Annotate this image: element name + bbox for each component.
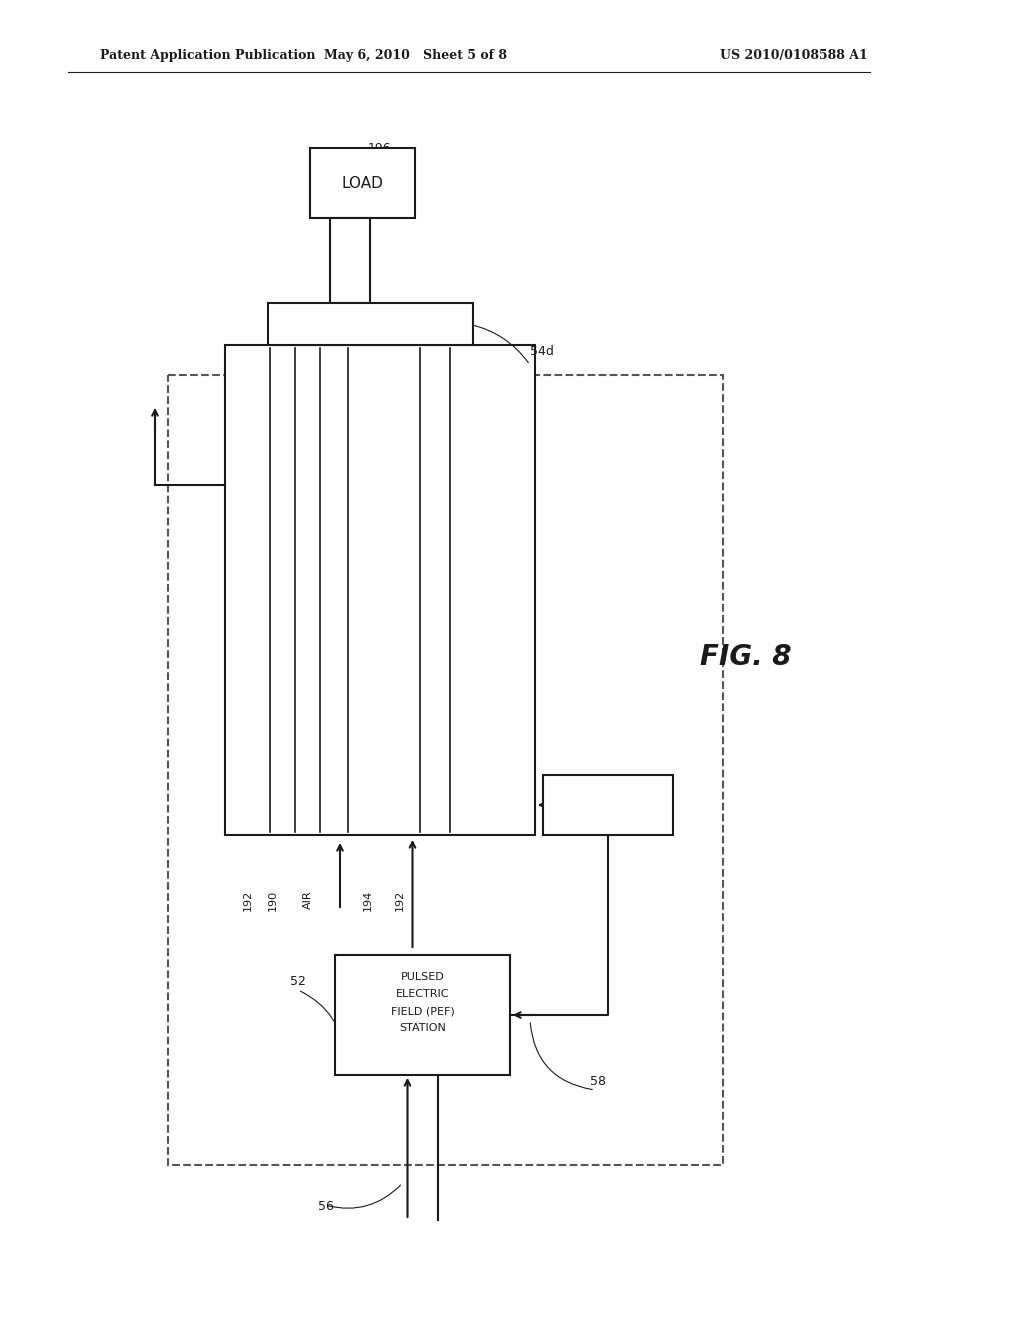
Text: US 2010/0108588 A1: US 2010/0108588 A1 <box>720 49 867 62</box>
Text: 52: 52 <box>290 975 306 987</box>
Text: ELECTRIC: ELECTRIC <box>395 989 450 999</box>
Bar <box>225 345 535 836</box>
Text: 192: 192 <box>395 890 406 911</box>
Text: 56: 56 <box>318 1200 334 1213</box>
Text: FIG. 8: FIG. 8 <box>700 643 792 671</box>
Text: 54d: 54d <box>530 345 554 358</box>
Bar <box>543 775 673 836</box>
Bar <box>310 148 415 218</box>
Text: STATION: STATION <box>399 1023 445 1034</box>
Text: 196: 196 <box>368 143 391 154</box>
Bar <box>335 954 510 1074</box>
Text: 190: 190 <box>268 890 278 911</box>
Text: LOAD: LOAD <box>342 176 383 190</box>
Text: May 6, 2010   Sheet 5 of 8: May 6, 2010 Sheet 5 of 8 <box>324 49 507 62</box>
Text: 194: 194 <box>362 890 373 911</box>
Bar <box>168 375 723 1166</box>
Text: Patent Application Publication: Patent Application Publication <box>100 49 315 62</box>
Text: PULSED: PULSED <box>400 972 444 982</box>
Text: AIR: AIR <box>303 890 313 908</box>
Bar <box>268 304 473 345</box>
Bar <box>330 218 370 304</box>
Text: 58: 58 <box>590 1074 606 1088</box>
Text: FIELD (PEF): FIELD (PEF) <box>390 1006 455 1016</box>
Text: 192: 192 <box>243 890 253 911</box>
